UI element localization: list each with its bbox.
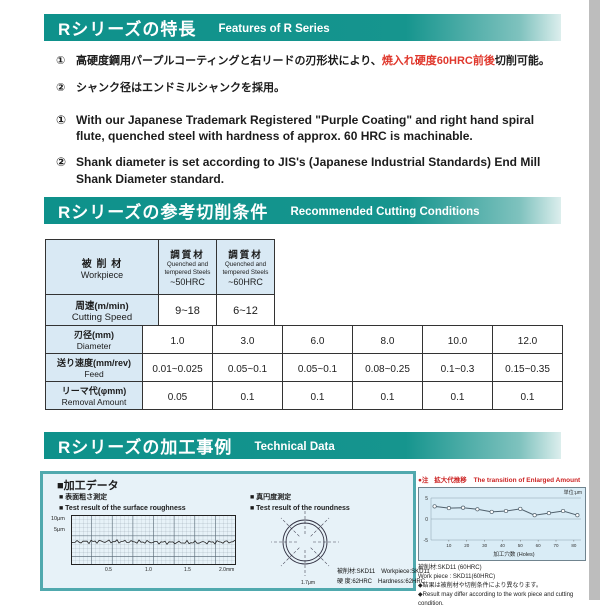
list-item: ① With our Japanese Trademark Registered… [56,112,561,144]
section-title-en: Technical Data [254,441,335,453]
table-cell: 0.1~0.3 [422,353,493,382]
table-cell: 6.0 [282,325,353,354]
roughness-label: ■ 表面粗さ測定 ■ Test result of the surface ro… [59,494,186,512]
section-title-en: Features of R Series [218,23,330,35]
section-header-technical-data: Rシリーズの加工事例 Technical Data [44,432,561,459]
table-row-removal: リーマ代(φmm) Removal Amount 0.05 0.1 0.1 0.… [45,381,563,410]
svg-text:加工穴数 (Holes): 加工穴数 (Holes) [493,550,534,558]
machining-data-box: ■加工データ ■ 表面粗さ測定 ■ Test result of the sur… [40,471,430,591]
features-list-en: ① With our Japanese Trademark Registered… [56,112,561,197]
table-row-diameter: 刃径(mm) Diameter 1.0 3.0 6.0 8.0 10.0 12.… [45,325,563,354]
table-cell: 0.15~0.35 [492,353,563,382]
list-item: ② シャンク径はエンドミルシャンクを採用。 [56,80,568,98]
list-item-text: 高硬度鋼用パープルコーティングと右リードの刃形状により、焼入れ硬度60HRC前後… [76,55,550,67]
page-edge-shadow [589,0,600,600]
list-item-text: With our Japanese Trademark Registered "… [76,113,535,144]
feed-table: 刃径(mm) Diameter 1.0 3.0 6.0 8.0 10.0 12.… [45,325,563,410]
table-cell: 0.1 [352,381,423,410]
chart-unit-label: 単位:μm [563,490,582,496]
row-label-removal-amount: リーマ代(φmm) Removal Amount [45,381,143,410]
list-item-text: Shank diameter is set according to JIS's… [76,155,541,186]
svg-text:40: 40 [500,543,506,548]
table-cell: 10.0 [422,325,493,354]
section-header-cutting-conditions: Rシリーズの参考切削条件 Recommended Cutting Conditi… [44,197,561,224]
table-row: 周速(m/min) Cutting Speed 9~18 6~12 [45,294,275,326]
svg-text:30: 30 [482,543,488,548]
svg-text:10: 10 [446,543,452,548]
section-title-en: Recommended Cutting Conditions [290,206,480,218]
header-cell-50hrc: 調質材 Quenched and tempered Steels ~50HRC [158,239,217,295]
row-label-feed: 送り速度(mm/rev) Feed [45,353,143,382]
table-cell: 12.0 [492,325,563,354]
roundness-diagram [271,508,339,576]
footnote: ◆結果は被削材や切削条件により異なります。 [418,583,542,589]
enlarged-amount-note: ●注 拡大代推移 The transition of Enlarged Amou… [418,477,581,484]
footnote: ◆Result may differ according to the work… [418,592,574,607]
footnote: Work piece : SKD11(60HRC) [418,574,496,580]
circled-number: ① [56,113,67,127]
svg-text:50: 50 [518,543,524,548]
svg-text:20: 20 [464,543,470,548]
roughness-x-label: 0.5 [105,567,112,573]
table-cell: 0.1 [492,381,563,410]
table-cell: 0.08~0.25 [352,353,423,382]
table-cell: 0.1 [422,381,493,410]
section-title-jp: Rシリーズの参考切削条件 [58,203,269,222]
table-cell: 9~18 [158,294,217,326]
table-header-row: 被 削 材 Workpiece 調質材 Quenched and tempere… [45,239,275,295]
svg-text:80: 80 [571,543,577,548]
circled-number: ① [56,55,66,67]
chart-footnotes: 被削材:SKD11 (60HRC) Work piece : SKD11(60H… [418,564,590,609]
features-list-jp: ① 高硬度鋼用パープルコーティングと右リードの刃形状により、焼入れ硬度60HRC… [56,53,568,106]
note-mark: ●注 [418,477,429,484]
roundness-scale: 1.7μm [301,580,315,586]
svg-text:-5: -5 [424,538,429,544]
workpiece-table: 被 削 材 Workpiece 調質材 Quenched and tempere… [45,239,275,326]
row-label-diameter: 刃径(mm) Diameter [45,325,143,354]
row-label-cutting-speed: 周速(m/min) Cutting Speed [45,294,159,326]
roughness-y-label: 10μm [51,516,65,522]
list-item-text: シャンク径はエンドミルシャンクを採用。 [76,81,285,94]
header-cell-60hrc: 調質材 Quenched and tempered Steels ~60HRC [216,239,275,295]
enlarged-amount-chart-box: 単位:μm 5 0 -5 10 20 30 40 50 60 70 80 加工穴数 (Holes) [418,487,586,561]
roughness-x-label: 2.0mm [219,567,235,573]
table-cell: 0.05~0.1 [282,353,353,382]
roughness-x-label: 1.0 [145,567,152,573]
table-cell: 0.05~0.1 [212,353,283,382]
section-title-jp: Rシリーズの加工事例 [58,438,233,457]
table-cell: 6~12 [216,294,275,326]
svg-text:70: 70 [553,543,559,548]
circled-number: ② [56,81,66,94]
header-cell-workpiece: 被 削 材 Workpiece [45,239,159,295]
table-cell: 3.0 [212,325,283,354]
roughness-y-label: 5μm [54,527,65,533]
table-cell: 8.0 [352,325,423,354]
section-header-features: Rシリーズの特長 Features of R Series [44,14,561,41]
table-row-feed: 送り速度(mm/rev) Feed 0.01~0.025 0.05~0.1 0.… [45,353,563,382]
footnote: 被削材:SKD11 (60HRC) [418,565,482,571]
highlighted-text: 焼入れ硬度60HRC前後 [381,55,495,67]
surface-roughness-chart [71,515,236,565]
box-title: ■加工データ [57,480,119,492]
svg-text:5: 5 [425,496,428,502]
svg-text:0: 0 [425,517,428,523]
list-item: ① 高硬度鋼用パープルコーティングと右リードの刃形状により、焼入れ硬度60HRC… [56,53,568,71]
workpiece-info: 被削材:SKD11 Workpiece:SKD11 硬 度:62HRC Hard… [337,569,430,585]
svg-text:60: 60 [536,543,542,548]
table-cell: 0.1 [282,381,353,410]
table-cell: 0.1 [212,381,283,410]
roughness-x-label: 1.5 [184,567,191,573]
section-title-jp: Rシリーズの特長 [58,20,197,39]
roundness-label: ■ 真円度測定 ■ Test result of the roundness [250,494,350,512]
table-cell: 0.05 [142,381,213,410]
table-cell: 0.01~0.025 [142,353,213,382]
list-item: ② Shank diameter is set according to JIS… [56,154,561,186]
table-cell: 1.0 [142,325,213,354]
circled-number: ② [56,155,67,170]
